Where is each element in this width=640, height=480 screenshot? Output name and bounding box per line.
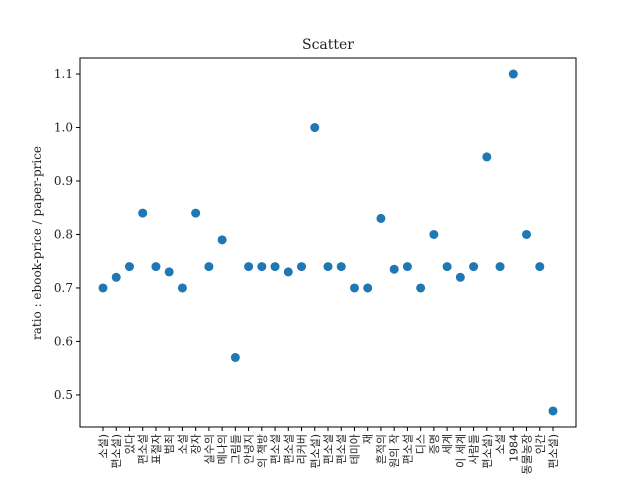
x-tick-label: 소설 [494, 434, 507, 454]
x-tick-label: 편소설 [137, 434, 150, 464]
y-tick-label: 0.8 [54, 227, 73, 241]
data-point [363, 283, 373, 293]
x-tick-label: 흔적의 [375, 434, 388, 464]
x-tick-label: 편소설 [335, 434, 348, 464]
x-tick-label: 편소설 [401, 434, 414, 464]
data-point [389, 264, 399, 274]
x-tick-label: 편소설) [481, 434, 494, 469]
x-tick-label: 범죄 [163, 434, 176, 454]
x-tick-label: 소설) [97, 434, 110, 459]
y-tick-label: 1.0 [54, 121, 73, 135]
x-tick-label: 이 세계 [454, 434, 467, 468]
x-tick-label: 테미아 [348, 434, 361, 464]
x-tick-label: 의 책방 [256, 434, 269, 468]
x-tick-label: 편소설 [322, 434, 335, 464]
data-point [508, 69, 518, 79]
y-axis-label: ratio : ebook-price / paper-price [30, 146, 44, 340]
x-tick-label: 표절자 [150, 434, 163, 464]
data-point [111, 272, 121, 282]
x-tick-label: 실수의 [203, 434, 216, 464]
y-axis: 0.5 0.6 0.7 0.8 0.9 1.0 1.1 [54, 67, 80, 402]
x-tick-label: 안녕지 [243, 434, 256, 464]
x-tick-label: 원의 작 [388, 434, 401, 468]
x-tick-label: 편소설) [547, 434, 560, 469]
data-point [349, 283, 359, 293]
plot-frame [79, 57, 577, 428]
data-point [495, 262, 505, 272]
data-point [416, 283, 426, 293]
x-tick-label: 증명 [428, 434, 441, 454]
data-point [323, 262, 333, 272]
x-tick-label: 장자 [190, 434, 203, 454]
data-point [164, 267, 174, 277]
x-tick-label: 편소설 [282, 434, 295, 464]
x-tick-label: 메나의 [216, 434, 229, 464]
x-tick-label: 편소설 [269, 434, 282, 464]
data-points [98, 69, 558, 416]
x-tick-label: 세계 [441, 434, 454, 454]
data-point [124, 262, 134, 272]
data-point [310, 123, 320, 133]
data-point [257, 262, 267, 272]
data-point [376, 213, 386, 223]
x-tick-label: 인간 [534, 434, 547, 454]
x-tick-label: 있다 [123, 434, 136, 454]
y-tick-label: 0.7 [54, 281, 73, 295]
data-point [283, 267, 293, 277]
data-point [482, 152, 492, 162]
data-point [429, 229, 439, 239]
x-tick-label: 소설 [176, 434, 189, 454]
data-point [217, 235, 227, 245]
data-point [469, 262, 479, 272]
chart-title: Scatter [302, 37, 354, 53]
data-point [402, 262, 412, 272]
y-tick-label: 0.5 [54, 388, 73, 402]
data-point [177, 283, 187, 293]
data-point [522, 229, 532, 239]
x-tick-label: 리커버 [296, 434, 309, 464]
data-point [244, 262, 254, 272]
data-point [548, 406, 558, 416]
y-tick-label: 1.1 [54, 67, 73, 81]
data-point [138, 208, 148, 218]
data-point [98, 283, 108, 293]
x-tick-label: 편소설) [110, 434, 123, 469]
x-tick-label: 사람들 [468, 434, 481, 464]
data-point [151, 262, 161, 272]
data-point [442, 262, 452, 272]
data-point [455, 272, 465, 282]
data-point [191, 208, 201, 218]
x-tick-label: 동물농장 [521, 434, 534, 474]
data-point [535, 262, 545, 272]
data-point [336, 262, 346, 272]
x-axis: 소설) 편소설) 있다 편소설 표절자 범죄 소설 장자 실수의 메나의 그림들 안녕지 의 책방 편소설… [97, 427, 560, 474]
data-point [270, 262, 280, 272]
data-point [230, 352, 240, 362]
y-tick-label: 0.9 [54, 174, 73, 188]
x-tick-label: 1984 [507, 434, 520, 462]
data-point [204, 262, 214, 272]
y-tick-label: 0.6 [54, 334, 73, 348]
x-tick-label: 디스 [415, 434, 428, 454]
x-tick-label: 그림들 [229, 434, 242, 464]
x-tick-label: 편소설) [309, 434, 322, 469]
x-tick-label: 재 [362, 434, 375, 444]
data-point [297, 262, 307, 272]
